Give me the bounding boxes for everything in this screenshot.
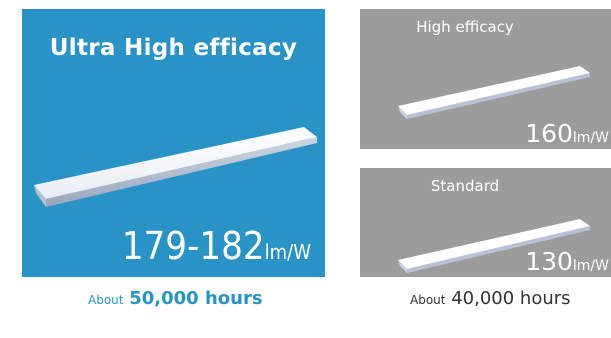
high-efficacy-panel: High efficacy 160lm/W xyxy=(360,9,611,149)
led-fixture-icon xyxy=(34,127,317,207)
high-efficacy-unit: lm/W xyxy=(572,130,609,146)
high-efficacy: 160lm/W xyxy=(525,121,609,146)
ultra-lifetime-caption: About 50,000 hours xyxy=(88,288,263,309)
ultra-efficacy-unit: lm/W xyxy=(264,240,311,264)
standard-lifetime-caption: About 40,000 hours xyxy=(410,288,571,309)
led-fixture-icon xyxy=(398,219,590,273)
standard-efficacy: 130lm/W xyxy=(525,249,609,274)
high-title: High efficacy xyxy=(416,18,514,36)
ultra-caption-value: 50,000 hours xyxy=(129,288,263,309)
ultra-title: Ultra High efficacy xyxy=(49,35,298,61)
ultra-efficacy: 179-182lm/W xyxy=(122,227,311,265)
ultra-high-efficacy-panel: Ultra High efficacy 179-182lm/W xyxy=(22,9,325,277)
ultra-caption-prefix: About xyxy=(88,293,124,307)
high-efficacy-value: 160 xyxy=(525,119,573,148)
standard-caption-prefix: About xyxy=(410,293,446,307)
ultra-efficacy-value: 179-182 xyxy=(121,224,265,268)
standard-panel: Standard 130lm/W xyxy=(360,168,611,277)
standard-title: Standard xyxy=(430,177,500,195)
standard-efficacy-unit: lm/W xyxy=(572,258,609,274)
led-fixture-icon xyxy=(398,66,590,119)
standard-caption-value: 40,000 hours xyxy=(451,288,571,309)
standard-efficacy-value: 130 xyxy=(525,247,573,276)
